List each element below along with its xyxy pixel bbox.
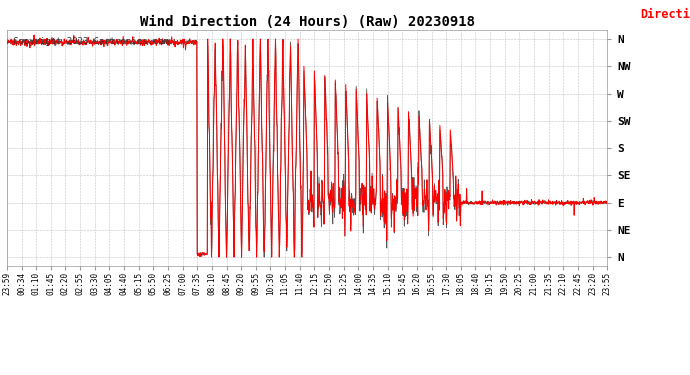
Text: Direction: Direction bbox=[640, 8, 690, 21]
Title: Wind Direction (24 Hours) (Raw) 20230918: Wind Direction (24 Hours) (Raw) 20230918 bbox=[139, 15, 475, 29]
Text: Copyright 2023 Cartronics.com: Copyright 2023 Cartronics.com bbox=[13, 37, 169, 46]
